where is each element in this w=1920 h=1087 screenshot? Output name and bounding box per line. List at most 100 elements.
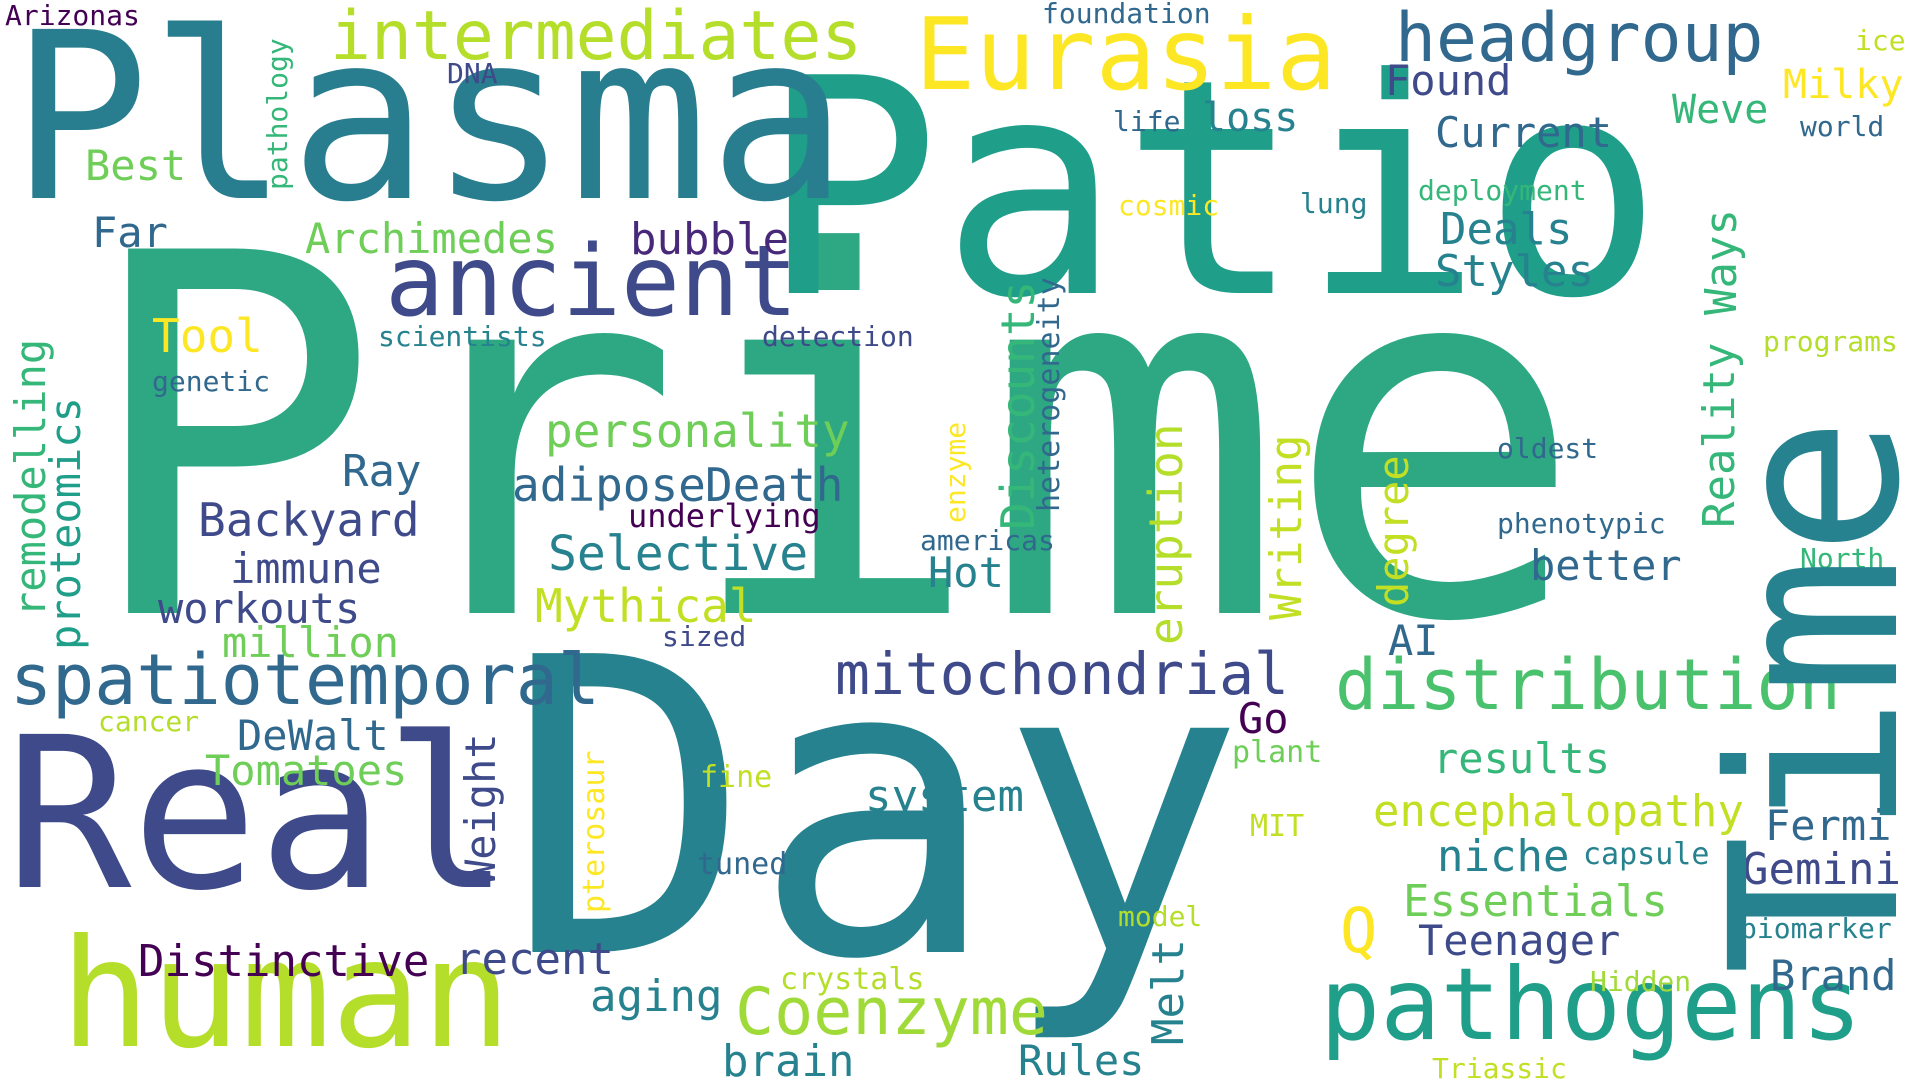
word-ways: Ways: [1696, 209, 1747, 315]
word-fine: fine: [700, 760, 773, 795]
word-human: human: [60, 908, 512, 1082]
word-million: million: [222, 618, 400, 667]
word-ice: ice: [1855, 24, 1906, 57]
word-cosmic: cosmic: [1118, 189, 1220, 222]
word-tuned: tuned: [697, 847, 788, 882]
word-world: world: [1800, 110, 1885, 143]
word-personality: personality: [545, 404, 850, 458]
word-niche: niche: [1437, 831, 1570, 882]
word-day: Day: [505, 571, 1246, 1049]
word-patio: Patio: [760, 15, 1664, 364]
word-q: Q: [1340, 894, 1378, 967]
word-triassic: Triassic: [1432, 1052, 1567, 1085]
word-plant: plant: [1232, 735, 1323, 770]
word-writing: Writing: [1261, 434, 1312, 620]
word-weight: Weight: [456, 733, 505, 885]
word-eruption: eruption: [1139, 423, 1193, 645]
word-backyard: Backyard: [198, 493, 420, 547]
word-brain: brain: [722, 1036, 855, 1087]
word-teenager: Teenager: [1418, 916, 1621, 965]
word-tomatoes: Tomatoes: [205, 746, 408, 795]
word-pterosaur: pterosaur: [577, 750, 612, 913]
word-encephalopathy: encephalopathy: [1373, 786, 1744, 837]
word-current: Current: [1435, 108, 1613, 157]
word-pathology: pathology: [261, 38, 294, 190]
word-gemini: Gemini: [1742, 844, 1901, 895]
word-mythical: Mythical: [535, 579, 757, 633]
word-deployment: deployment: [1418, 174, 1587, 207]
word-coenzyme: Coenzyme: [735, 975, 1049, 1050]
word-crystals: crystals: [780, 962, 925, 997]
word-deals: Deals: [1440, 204, 1573, 255]
word-americas: americas: [920, 524, 1055, 557]
word-reality: Reality: [1694, 342, 1745, 528]
word-foundation: foundation: [1042, 0, 1211, 30]
word-workouts: workouts: [158, 584, 361, 633]
word-hot: Hot: [928, 548, 1004, 597]
word-phenotypic: phenotypic: [1497, 507, 1666, 540]
word-rules: Rules: [1018, 1036, 1145, 1085]
word-milky: Milky: [1783, 62, 1904, 108]
word-plasma: Plasma: [10, 0, 849, 253]
word-death: Death: [705, 458, 844, 512]
word-lung: lung: [1300, 187, 1368, 220]
word-intermediates: intermediates: [330, 0, 863, 76]
word-aging: aging: [590, 971, 723, 1022]
word-go: Go: [1238, 694, 1289, 743]
word-life: life: [1113, 105, 1181, 138]
word-ray: Ray: [342, 446, 422, 497]
word-ai: AI: [1388, 616, 1439, 665]
word-adipose: adipose: [512, 458, 706, 512]
word-prime: Prime: [80, 149, 1586, 731]
word-tool: Tool: [152, 309, 263, 363]
word-far: Far: [92, 208, 168, 257]
word-capsule: capsule: [1583, 837, 1710, 872]
word-system: system: [865, 771, 1024, 822]
word-pathogens: pathogens: [1320, 946, 1862, 1063]
word-degree: degree: [1369, 455, 1418, 607]
word-mitochondrial: mitochondrial: [835, 640, 1289, 708]
word-dna: DNA: [447, 57, 498, 90]
word-detection: detection: [762, 320, 914, 353]
word-ancient: ancient: [385, 225, 799, 339]
word-fermi: Fermi: [1765, 801, 1892, 850]
word-proteomics: proteomics: [41, 397, 90, 650]
word-model: model: [1118, 900, 1203, 933]
word-essentials: Essentials: [1403, 876, 1668, 927]
word-hidden: Hidden: [1590, 965, 1692, 998]
word-genetic: genetic: [152, 365, 271, 398]
word-selective: Selective: [548, 526, 809, 582]
word-distribution: distribution: [1335, 644, 1841, 726]
word-real: Real: [5, 692, 511, 937]
word-underlying: underlying: [628, 497, 821, 535]
word-melt: Melt: [1143, 939, 1194, 1045]
word-discounts: Discounts: [991, 280, 1045, 530]
word-brand: Brand: [1770, 951, 1897, 1000]
word-found: Found: [1385, 56, 1512, 105]
word-headgroup: headgroup: [1395, 0, 1764, 78]
word-results: results: [1433, 734, 1611, 783]
word-scientists: scientists: [378, 320, 547, 353]
word-sized: sized: [662, 620, 747, 653]
word-archimedes: Archimedes: [305, 214, 558, 263]
word-immune: immune: [230, 544, 382, 593]
word-distinctive: Distinctive: [138, 936, 430, 987]
word-recent: recent: [455, 934, 614, 985]
word-eurasia: Eurasia: [915, 0, 1337, 113]
word-programs: programs: [1763, 325, 1898, 358]
word-north: North: [1800, 542, 1885, 575]
word-loss: loss: [1202, 95, 1299, 141]
word-mit: MIT: [1250, 809, 1305, 844]
word-bubble: bubble: [630, 214, 789, 265]
word-best: Best: [85, 141, 187, 190]
word-dewalt: DeWalt: [237, 711, 389, 760]
word-arizonas: Arizonas: [5, 0, 140, 32]
word-biomarker: biomarker: [1740, 912, 1892, 945]
word-better: better: [1530, 541, 1682, 590]
word-cancer: cancer: [98, 705, 200, 738]
word-enzyme: enzyme: [939, 421, 972, 523]
word-spatiotemporal: spatiotemporal: [10, 639, 601, 721]
word-oldest: oldest: [1497, 432, 1599, 465]
word-weve: Weve: [1672, 87, 1769, 133]
